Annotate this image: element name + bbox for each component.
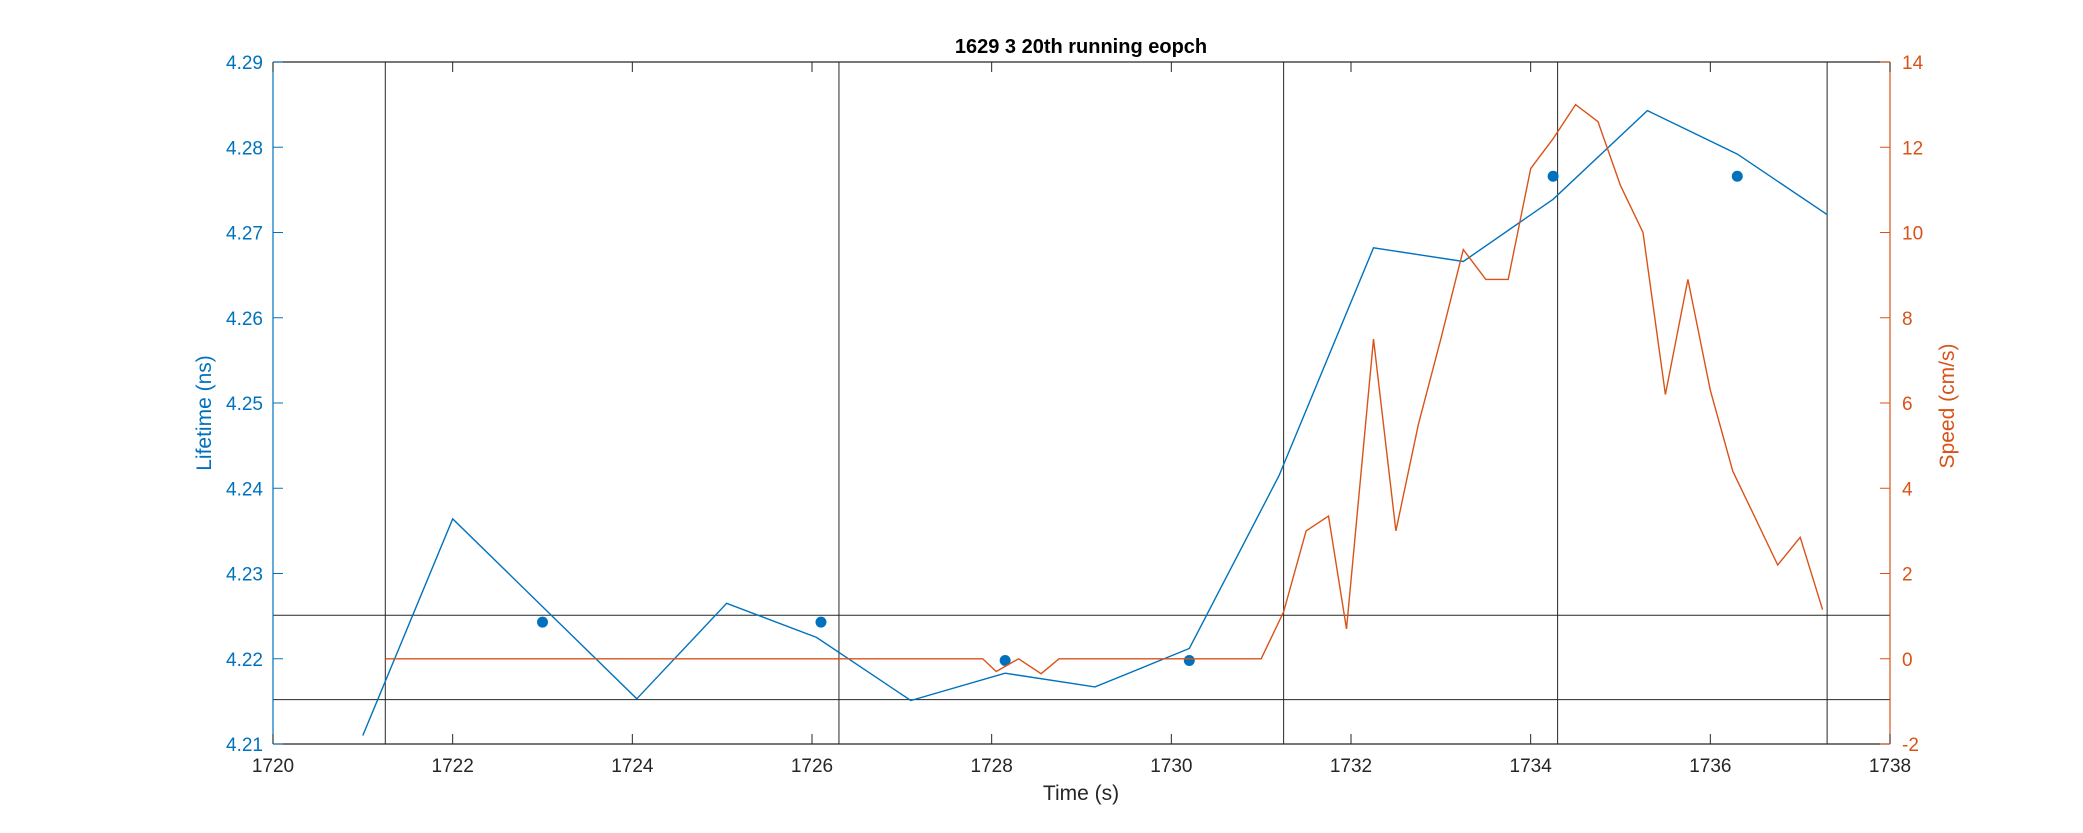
y-axis-label-left: Lifetime (ns) xyxy=(193,355,216,471)
y-left-tick-label: 4.28 xyxy=(226,138,263,159)
x-tick-label: 1732 xyxy=(1330,756,1372,777)
y-left-tick-label: 4.22 xyxy=(226,650,263,671)
y-left-tick-label: 4.29 xyxy=(226,53,263,74)
lifetime-data-point xyxy=(1547,170,1559,182)
y-right-tick-label: 10 xyxy=(1902,224,1923,245)
lifetime-data-point xyxy=(815,616,827,628)
y-axis-label-right: Speed (cm/s) xyxy=(1936,344,1959,469)
lifetime-data-point xyxy=(537,616,548,628)
y-right-tick-label: -2 xyxy=(1902,735,1919,756)
x-tick-label: 1728 xyxy=(971,756,1013,777)
x-axis-label: Time (s) xyxy=(1043,782,1119,805)
y-right-tick-label: 12 xyxy=(1902,138,1923,159)
y-right-tick-label: 8 xyxy=(1902,309,1913,330)
y-left-tick-label: 4.24 xyxy=(226,479,263,500)
lifetime-data-point xyxy=(1731,170,1743,182)
x-tick-label: 1724 xyxy=(611,756,654,777)
tick-layer: 1720 1722 1724 1726 1728 1730 1732 1734 1736 1738… xyxy=(226,53,1924,777)
x-tick-label: 1720 xyxy=(252,756,294,777)
lifetime-data-point xyxy=(1183,654,1195,666)
y-left-tick-label: 4.21 xyxy=(226,735,263,756)
y-right-tick-label: 2 xyxy=(1902,565,1913,586)
y-left-tick-label: 4.23 xyxy=(226,565,263,586)
y-right-tick-label: 4 xyxy=(1902,479,1913,500)
x-tick-label: 1736 xyxy=(1689,756,1731,777)
y-right-tick-label: 6 xyxy=(1902,394,1913,415)
x-tick-label: 1730 xyxy=(1150,756,1192,777)
y-right-tick-label: 14 xyxy=(1902,53,1924,74)
speed-series-line xyxy=(385,103,1824,675)
plot-layer xyxy=(273,62,1890,744)
x-tick-label: 1722 xyxy=(432,756,474,777)
y-left-tick-label: 4.26 xyxy=(226,309,263,330)
chart-title: 1629 3 20th running eopch xyxy=(955,36,1207,58)
y-left-tick-label: 4.25 xyxy=(226,394,263,415)
x-tick-label: 1734 xyxy=(1510,756,1553,777)
x-tick-label: 1726 xyxy=(791,756,833,777)
x-tick-label: 1738 xyxy=(1869,756,1911,777)
lifetime-data-point xyxy=(999,654,1011,666)
y-right-tick-label: 0 xyxy=(1902,650,1913,671)
lifetime-series-line xyxy=(362,109,1828,736)
y-left-tick-label: 4.27 xyxy=(226,224,263,245)
